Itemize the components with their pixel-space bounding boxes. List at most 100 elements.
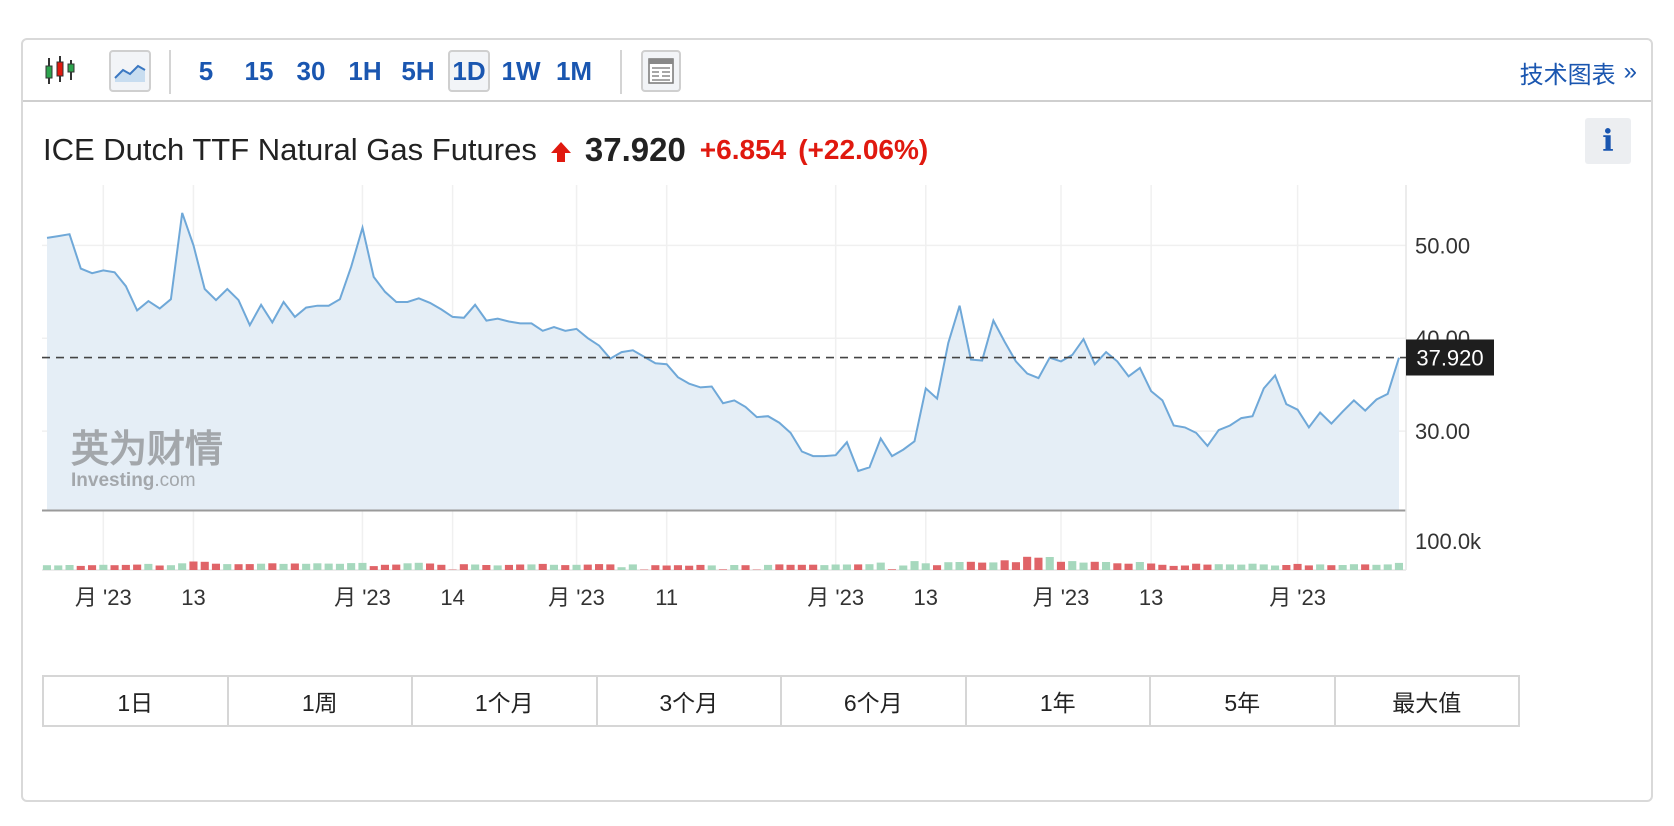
volume-bar [358,562,367,570]
volume-bar [651,565,660,570]
volume-bar [155,565,164,570]
x-tick-label: 月 '23 [548,585,605,610]
volume-tick-label: 100.0k [1415,529,1482,554]
table-view-icon[interactable] [641,50,681,92]
volume-bar [955,562,964,570]
volume-bar [403,563,412,570]
volume-bar [1102,562,1111,570]
price-change: +6.854 [699,134,787,165]
volume-bar [1023,556,1032,570]
volume-bar [775,564,784,570]
timeframe-5h-button[interactable]: 5H [401,55,435,86]
price-change-percent: (+22.06%) [798,134,929,165]
volume-bar [290,563,299,570]
volume-bar [392,564,401,570]
technical-chart-link[interactable]: 技术图表 » [1520,52,1637,92]
volume-bar [741,565,750,570]
area-chart-icon[interactable] [109,50,151,92]
range-1-day-button[interactable]: 1日 [44,677,229,725]
volume-bar [764,564,773,570]
volume-bar [335,563,344,570]
x-tick-label: 14 [440,585,464,610]
volume-bar [921,563,930,570]
timeframe-1w-button[interactable]: 1W [501,55,541,86]
volume-bar [527,564,536,570]
last-price: 37.920 [584,131,686,168]
volume-bar [426,563,435,570]
range-3-month-button[interactable]: 3个月 [598,677,782,725]
volume-bar [876,562,885,570]
volume-bar [1271,565,1280,570]
volume-bar [1011,562,1020,570]
timeframe-5-button[interactable]: 5 [198,55,214,86]
volume-bar [1383,564,1392,570]
toolbar-divider [169,50,171,94]
x-tick-label: 11 [655,585,678,610]
volume-bar [820,565,829,570]
volume-bar [1000,560,1009,570]
volume-bar [1124,563,1133,570]
volume-bar [899,565,908,570]
volume-bar [65,565,74,570]
volume-bar [1394,562,1403,570]
range-6-month-button[interactable]: 6个月 [782,677,967,725]
volume-bar [842,564,851,570]
y-tick-label: 50.00 [1415,233,1470,258]
volume-bar [561,565,570,570]
x-tick-label: 13 [181,585,205,610]
timeframe-1m-button[interactable]: 1M [555,55,593,86]
volume-bar [1203,564,1212,570]
candlestick-chart-icon[interactable] [41,50,79,92]
range-1-year-button[interactable]: 1年 [967,677,1151,725]
timeframe-30-button[interactable]: 30 [296,55,326,86]
volume-bar [1090,561,1099,570]
range-1-month-button[interactable]: 1个月 [413,677,598,725]
volume-bar [268,563,277,570]
volume-bar [1056,561,1065,570]
last-price-label-box [1406,339,1494,376]
info-button[interactable]: i [1585,118,1631,164]
volume-bar [797,564,806,570]
y-tick-label: 30.00 [1415,419,1470,444]
volume-bar [628,564,637,570]
volume-bar [347,563,356,570]
volume-bar [887,569,896,570]
price-chart[interactable]: 英为财情Investing.com50.0040.0030.00100.0k37… [23,180,1653,620]
volume-bar [1079,562,1088,570]
volume-bar [572,564,581,570]
timeframe-1d-button[interactable]: 1D [448,50,490,92]
range-max-button[interactable]: 最大值 [1392,690,1462,716]
volume-bar [809,564,818,570]
volume-bar [1113,563,1122,570]
volume-bar [786,564,795,570]
volume-bar [211,563,220,570]
volume-bar [414,562,423,570]
volume-bar [617,567,626,570]
volume-bar [978,562,987,570]
x-tick-label: 月 '23 [807,585,864,610]
volume-bar [1237,564,1246,570]
volume-bar [144,563,153,570]
range-1-week-button[interactable]: 1周 [229,677,413,725]
volume-bar [99,564,108,570]
x-tick-label: 13 [1139,585,1163,610]
volume-bar [707,565,716,570]
x-tick-label: 月 '23 [1033,585,1090,610]
x-tick-label: 月 '23 [1269,585,1326,610]
volume-bar [324,563,333,570]
technical-chart-label: 技术图表 [1519,61,1616,89]
volume-bar [302,563,311,570]
volume-bar [178,563,187,570]
volume-bar [245,564,254,570]
price-area [47,212,1399,510]
volume-bar [437,564,446,570]
timeframe-1h-button[interactable]: 1H [348,55,382,86]
volume-bar [1045,557,1054,570]
volume-bar [166,565,175,570]
volume-bar [76,565,85,570]
range-5-year-button[interactable]: 5年 [1151,677,1336,725]
timeframe-15-button[interactable]: 15 [244,55,274,86]
volume-bar [110,565,119,570]
volume-bar [1192,563,1201,570]
volume-bar [223,564,232,570]
